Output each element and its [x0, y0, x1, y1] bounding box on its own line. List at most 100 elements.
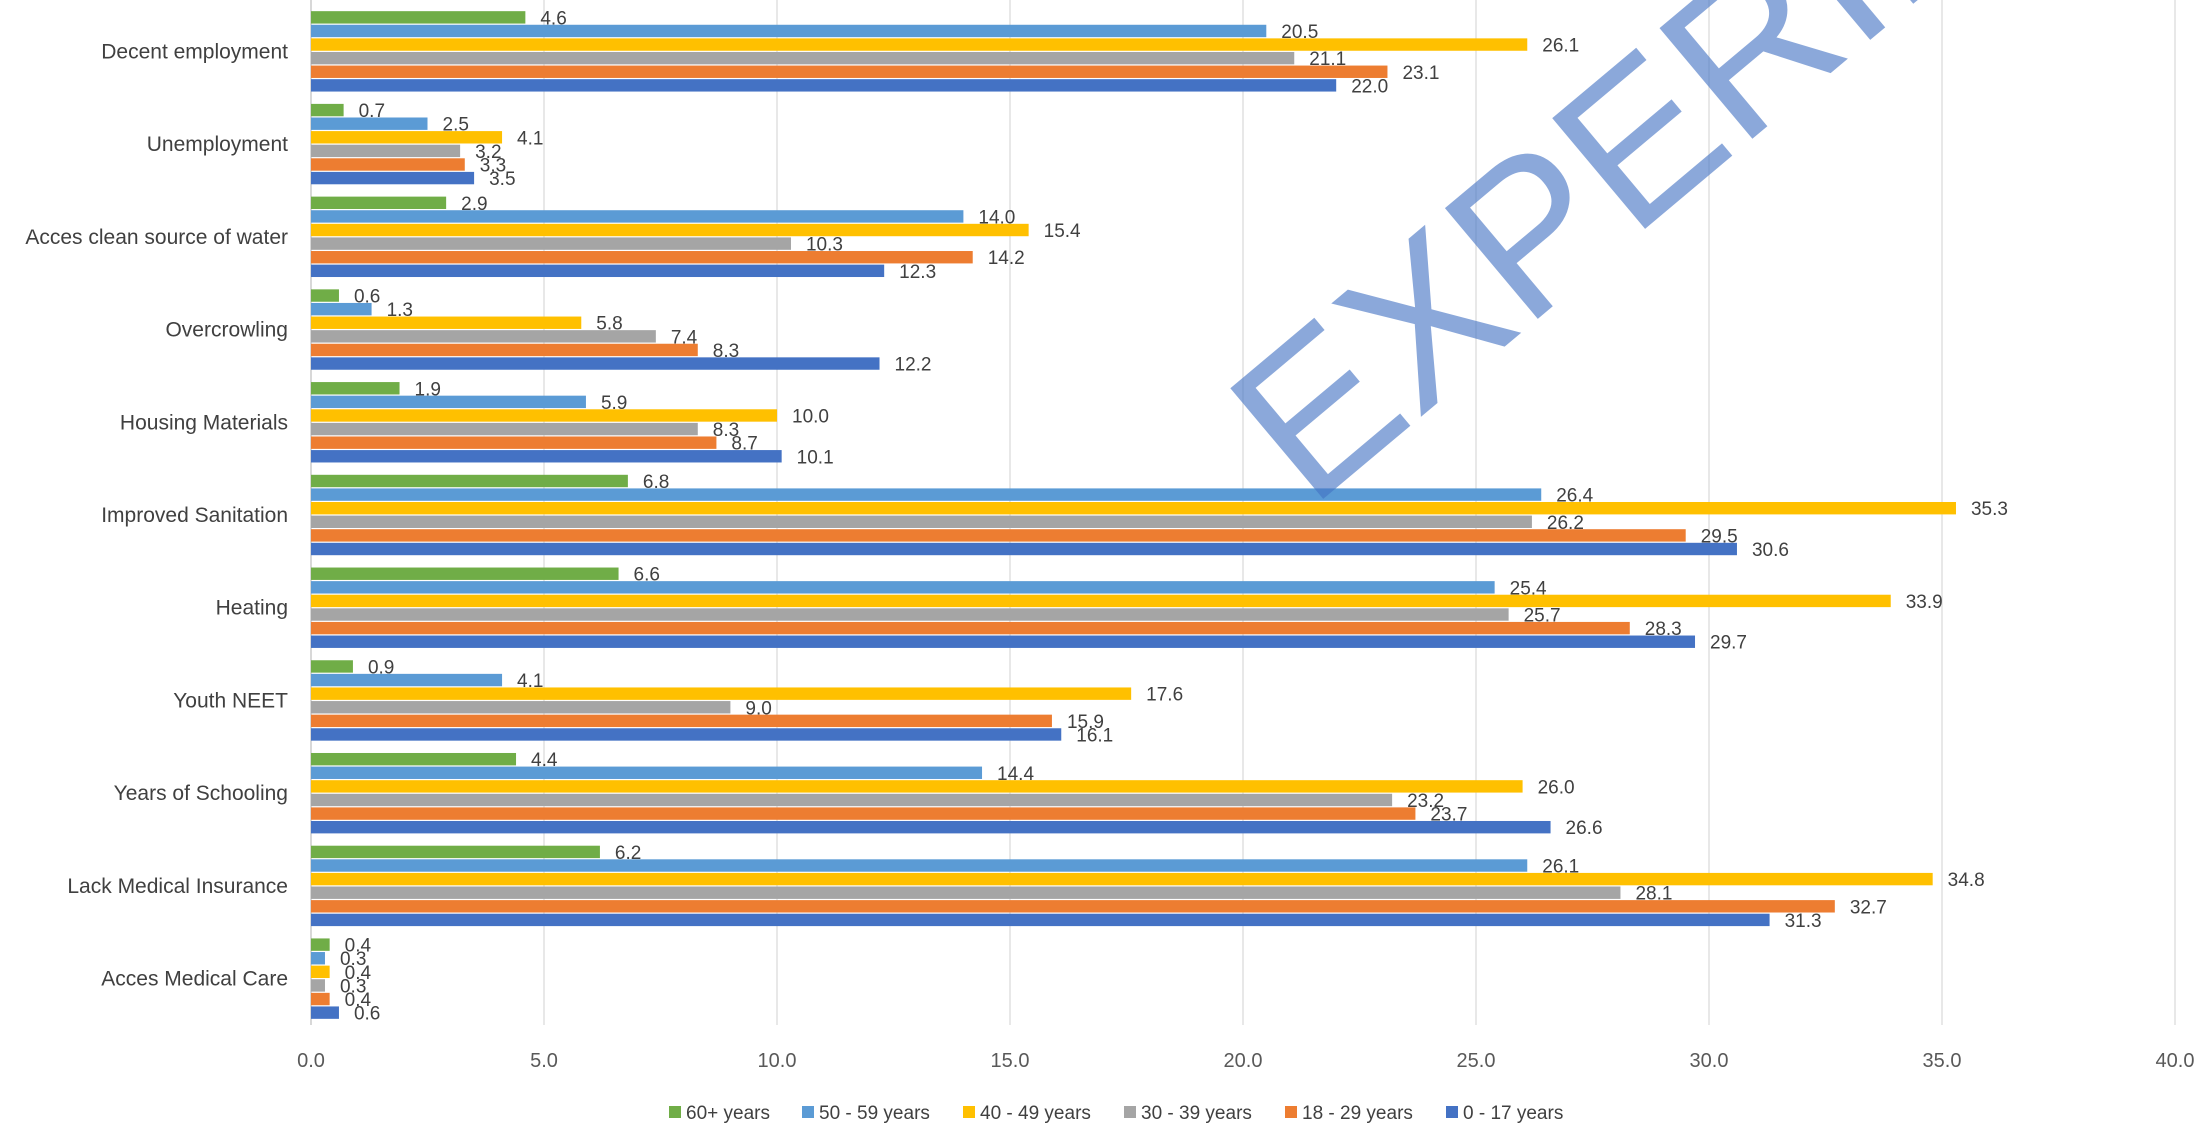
bar [311, 542, 1737, 556]
legend-swatch [669, 1106, 681, 1118]
bar [311, 409, 777, 422]
data-label: 0.4 [345, 990, 372, 1011]
data-label: 6.6 [634, 565, 660, 586]
data-label: 8.7 [731, 434, 757, 455]
data-label: 4.4 [531, 750, 558, 771]
data-label: 33.9 [1906, 592, 1943, 613]
data-label: 1.3 [387, 300, 413, 321]
category-label: Acces Medical Care [101, 968, 288, 991]
bar [311, 144, 461, 158]
data-label: 30.6 [1752, 540, 1789, 561]
data-label: 6.2 [615, 843, 641, 864]
data-label: 23.7 [1430, 805, 1467, 826]
bar [311, 24, 1267, 38]
data-label: 12.3 [899, 262, 936, 283]
bar [311, 237, 791, 250]
bar [311, 621, 1630, 635]
bar [311, 714, 1052, 728]
x-tick-label: 15.0 [991, 1050, 1030, 1072]
bar [311, 210, 964, 223]
bar [311, 635, 1696, 648]
x-tick-label: 35.0 [1923, 1050, 1962, 1072]
bar [311, 820, 1551, 834]
data-label: 1.9 [415, 379, 441, 400]
data-label: 21.1 [1309, 49, 1346, 70]
data-label: 31.3 [1785, 911, 1822, 932]
data-label: 22.0 [1351, 76, 1388, 97]
data-label: 15.4 [1044, 221, 1081, 242]
bar [311, 859, 1528, 872]
data-label: 15.9 [1067, 712, 1104, 733]
legend-swatch [1446, 1106, 1458, 1118]
bar [311, 289, 339, 302]
category-label: Acces clean source of water [25, 226, 288, 249]
bar [311, 131, 503, 144]
bar [311, 567, 619, 580]
data-label: 14.4 [997, 764, 1034, 785]
bar [311, 660, 353, 673]
bar [311, 529, 1686, 542]
legend-label: 0 - 17 years [1463, 1103, 1563, 1124]
legend: 60+ years 50 - 59 years 40 - 49 years 30 - … [669, 1103, 1563, 1124]
bar [311, 450, 782, 463]
data-label: 29.5 [1701, 526, 1738, 547]
data-label: 0.3 [340, 949, 366, 970]
category-label: Lack Medical Insurance [67, 875, 288, 898]
bar [311, 886, 1621, 899]
data-label: 5.9 [601, 393, 627, 414]
data-label: 3.5 [489, 169, 515, 190]
data-label: 6.8 [643, 472, 669, 493]
data-label: 4.1 [517, 671, 543, 692]
bar [311, 474, 628, 488]
bar [311, 117, 428, 130]
bar [311, 845, 600, 859]
data-labels: 4.6 20.5 26.1 21.1 23.1 22.0 0.7 2.5 4.1 3.23.33.… [340, 8, 2008, 1024]
x-tick-label: 40.0 [2156, 1050, 2195, 1072]
category-label: Years of Schooling [114, 782, 288, 805]
bar [311, 251, 973, 264]
data-label: 0.4 [345, 936, 372, 957]
data-label: 0.4 [345, 963, 372, 984]
legend-swatch [1285, 1106, 1297, 1118]
data-label: 25.7 [1524, 606, 1561, 627]
bar [311, 992, 330, 1006]
bar [311, 1006, 339, 1019]
category-label: Housing Materials [120, 411, 288, 434]
data-label: 8.3 [713, 420, 739, 441]
data-label: 26.2 [1547, 513, 1584, 534]
bar [311, 594, 1891, 608]
x-tick-label: 5.0 [530, 1050, 558, 1072]
bar [311, 196, 447, 210]
data-label: 0.9 [368, 657, 394, 678]
category-labels: Decent employment Unemployment Acces clean… [25, 40, 288, 990]
data-label: 16.1 [1076, 725, 1113, 746]
bar [311, 687, 1132, 700]
x-tick-label: 20.0 [1224, 1050, 1263, 1072]
data-label: 28.1 [1635, 884, 1672, 905]
data-label: 10.0 [792, 406, 829, 427]
bar [311, 728, 1062, 741]
data-label: 0.6 [354, 1004, 380, 1025]
data-label: 10.3 [806, 235, 843, 256]
bars [311, 11, 1956, 1019]
bar [311, 103, 344, 117]
bar [311, 502, 1956, 515]
bar [311, 171, 475, 185]
bar [311, 65, 1388, 78]
bar [311, 316, 582, 329]
bar [311, 343, 698, 357]
bar [311, 872, 1933, 886]
bar [311, 766, 983, 779]
data-label: 14.0 [978, 207, 1015, 228]
x-tick-label: 25.0 [1457, 1050, 1496, 1072]
bar [311, 382, 400, 395]
bar [311, 11, 526, 24]
category-label: Unemployment [147, 133, 288, 156]
data-label: 5.8 [596, 314, 622, 335]
bar [311, 913, 1770, 927]
legend-swatch [802, 1106, 814, 1118]
x-tick-label: 10.0 [758, 1050, 797, 1072]
bar [311, 900, 1835, 913]
data-label: 26.6 [1566, 818, 1603, 839]
bar [311, 701, 731, 714]
